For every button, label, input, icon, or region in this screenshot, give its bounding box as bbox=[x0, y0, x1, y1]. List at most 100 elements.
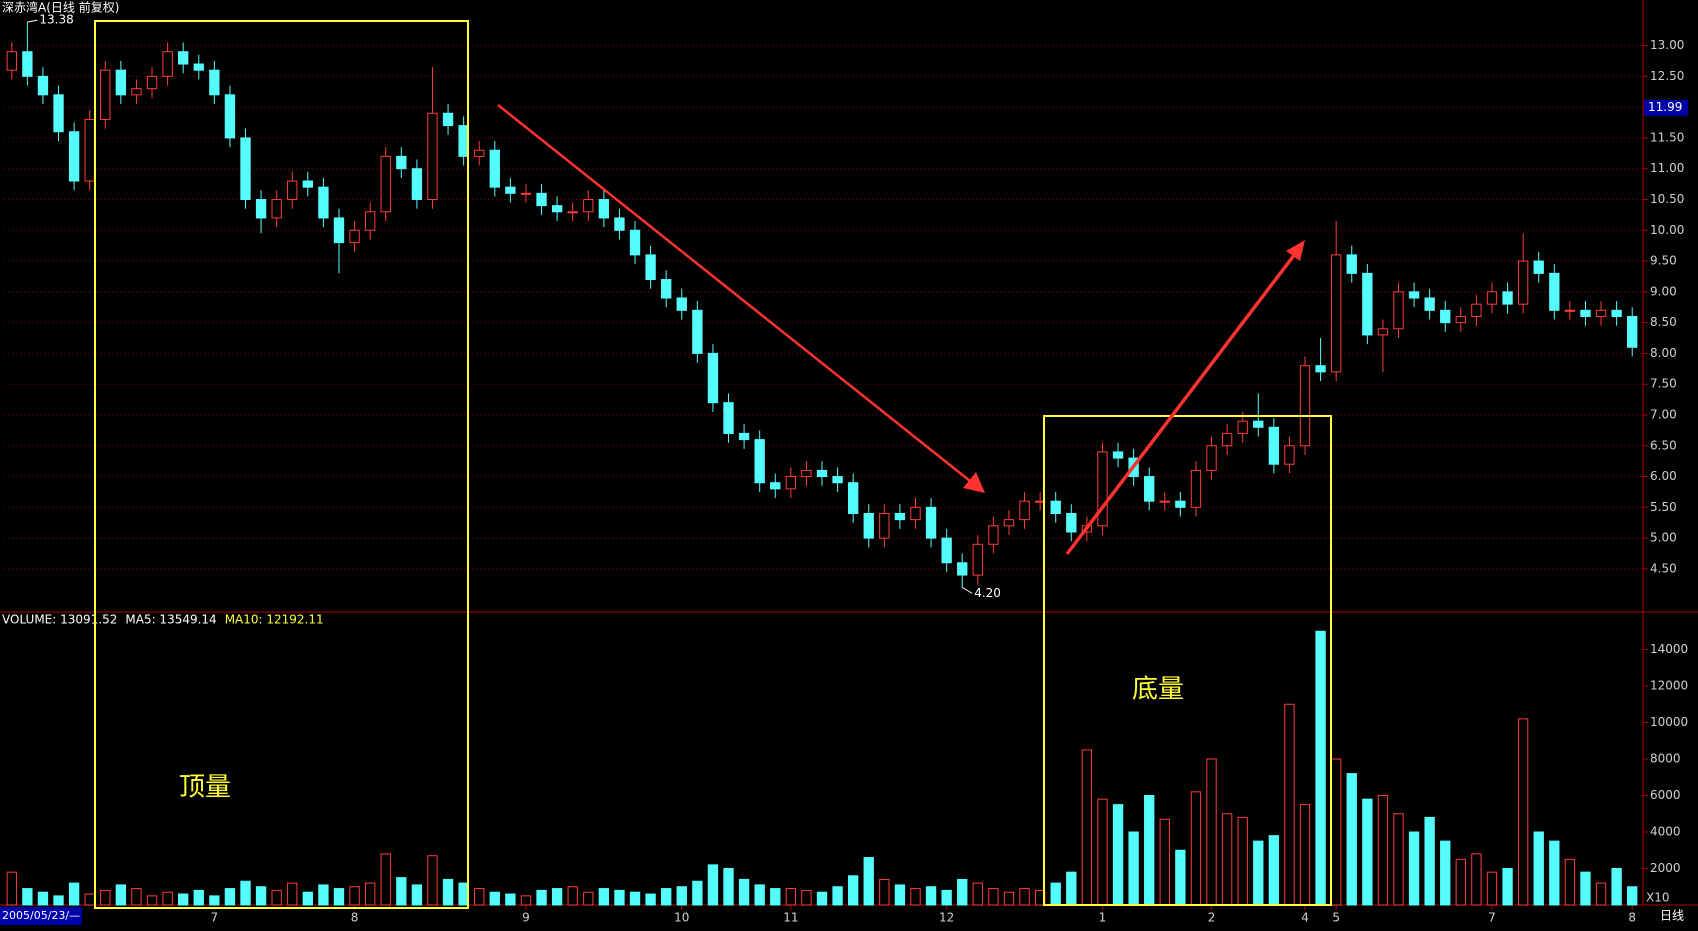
last-price-label: 11.99 bbox=[1648, 100, 1682, 114]
volume-bar bbox=[53, 895, 64, 906]
volume-bar bbox=[1253, 840, 1264, 906]
candle-body bbox=[614, 217, 625, 231]
candle-body bbox=[22, 51, 33, 77]
bottom-volume-box bbox=[1043, 415, 1332, 906]
candle-body bbox=[287, 180, 298, 200]
volume-bar bbox=[131, 888, 142, 906]
volume-bar bbox=[84, 893, 95, 906]
candle-body bbox=[1003, 519, 1015, 527]
x-tick-label: 12 bbox=[939, 911, 954, 925]
volume-bar bbox=[458, 882, 469, 906]
candle-body bbox=[1206, 445, 1217, 471]
volume-bar bbox=[598, 888, 610, 906]
candle-body bbox=[1097, 451, 1108, 527]
down-trend-arrow bbox=[497, 104, 976, 486]
candle-body bbox=[146, 75, 158, 90]
candle-body bbox=[1284, 445, 1295, 465]
candle-body bbox=[1517, 260, 1529, 305]
candle-body bbox=[754, 439, 765, 484]
volume-bar bbox=[287, 882, 298, 906]
volume-bar bbox=[255, 886, 267, 906]
volume-bar bbox=[801, 889, 812, 906]
y-tick-label: 9.00 bbox=[1650, 284, 1677, 298]
volume-bar bbox=[894, 884, 906, 906]
volume-bar bbox=[1564, 858, 1576, 906]
y-tick-label: 6.50 bbox=[1650, 438, 1677, 452]
candle-body bbox=[1424, 297, 1435, 311]
volume-bar bbox=[1408, 831, 1420, 906]
volume-bar bbox=[333, 888, 345, 906]
candle-body bbox=[910, 506, 921, 521]
candle-body bbox=[427, 112, 438, 200]
x-tick-label: 7 bbox=[211, 911, 219, 925]
volume-bar bbox=[489, 891, 500, 906]
volume-bar bbox=[1377, 795, 1389, 906]
candle-body bbox=[193, 63, 204, 71]
candle-body bbox=[583, 198, 594, 213]
candle-body bbox=[1050, 500, 1061, 514]
candle-body bbox=[1144, 476, 1155, 502]
y-tick-label: 4000 bbox=[1650, 825, 1681, 839]
candle-body bbox=[1315, 365, 1326, 373]
y-tick-label: 2000 bbox=[1650, 861, 1681, 875]
y-tick-label: 6.00 bbox=[1650, 469, 1677, 483]
candle-body bbox=[224, 94, 236, 139]
volume-bar bbox=[941, 889, 952, 906]
volume-bar bbox=[1190, 791, 1202, 906]
volume-bar bbox=[1486, 871, 1498, 906]
y-tick-label: 5.00 bbox=[1650, 531, 1677, 545]
y-tick-label: 7.00 bbox=[1650, 407, 1677, 421]
candle-body bbox=[349, 229, 360, 244]
volume-bar bbox=[863, 857, 874, 906]
y-tick-label: 12.50 bbox=[1650, 69, 1684, 83]
legend-entry: VOLUME: 13091.52 bbox=[2, 613, 117, 627]
volume-bar bbox=[1611, 868, 1622, 906]
candle-body bbox=[333, 217, 345, 244]
candle-body bbox=[520, 192, 532, 195]
volume-bar bbox=[1144, 795, 1155, 906]
candle-body bbox=[1486, 291, 1498, 305]
volume-bar bbox=[1237, 816, 1248, 906]
volume-bar bbox=[925, 886, 937, 906]
candle-body bbox=[1455, 315, 1466, 324]
volume-bar bbox=[551, 888, 563, 906]
volume-bar bbox=[1440, 840, 1451, 906]
candle-body bbox=[1393, 291, 1404, 330]
last-price-box bbox=[1644, 99, 1688, 116]
candle-body bbox=[302, 180, 314, 188]
x-tick-label: 2005/05/23/— bbox=[2, 909, 80, 922]
volume-bar bbox=[224, 888, 236, 906]
y-tick-label: 10000 bbox=[1650, 715, 1688, 729]
annotation-note: 顶量 bbox=[179, 773, 231, 803]
volume-bar bbox=[520, 895, 532, 906]
y-tick-label: 8000 bbox=[1650, 752, 1681, 766]
volume-bar bbox=[988, 888, 999, 906]
y-tick-label: 4.50 bbox=[1650, 561, 1677, 575]
volume-bar bbox=[209, 895, 220, 906]
volume-bar bbox=[1081, 749, 1093, 906]
candle-body bbox=[1019, 500, 1030, 521]
overlay bbox=[94, 20, 1332, 909]
volume-bar bbox=[1268, 835, 1280, 906]
candle-body bbox=[738, 432, 750, 441]
volume-bar bbox=[1424, 816, 1435, 906]
period-label: 日线 bbox=[1660, 909, 1684, 923]
volume-bar bbox=[1549, 840, 1560, 906]
candle-body bbox=[863, 512, 874, 539]
candle-body bbox=[1502, 291, 1513, 305]
top-volume-box bbox=[94, 20, 469, 909]
y-tick-label: 6000 bbox=[1650, 788, 1681, 802]
candle-body bbox=[645, 254, 656, 281]
volume-bar bbox=[318, 884, 329, 906]
candle-body bbox=[567, 211, 578, 214]
candle-body bbox=[380, 155, 391, 213]
candle-body bbox=[1237, 420, 1248, 434]
candle-body bbox=[1533, 260, 1544, 274]
arrow-head bbox=[1286, 240, 1305, 261]
volume-bar bbox=[68, 882, 80, 906]
volume-bar bbox=[1159, 818, 1170, 906]
annotation-leader bbox=[27, 19, 38, 23]
annotation-leader bbox=[961, 586, 973, 594]
candle-body bbox=[801, 469, 812, 478]
